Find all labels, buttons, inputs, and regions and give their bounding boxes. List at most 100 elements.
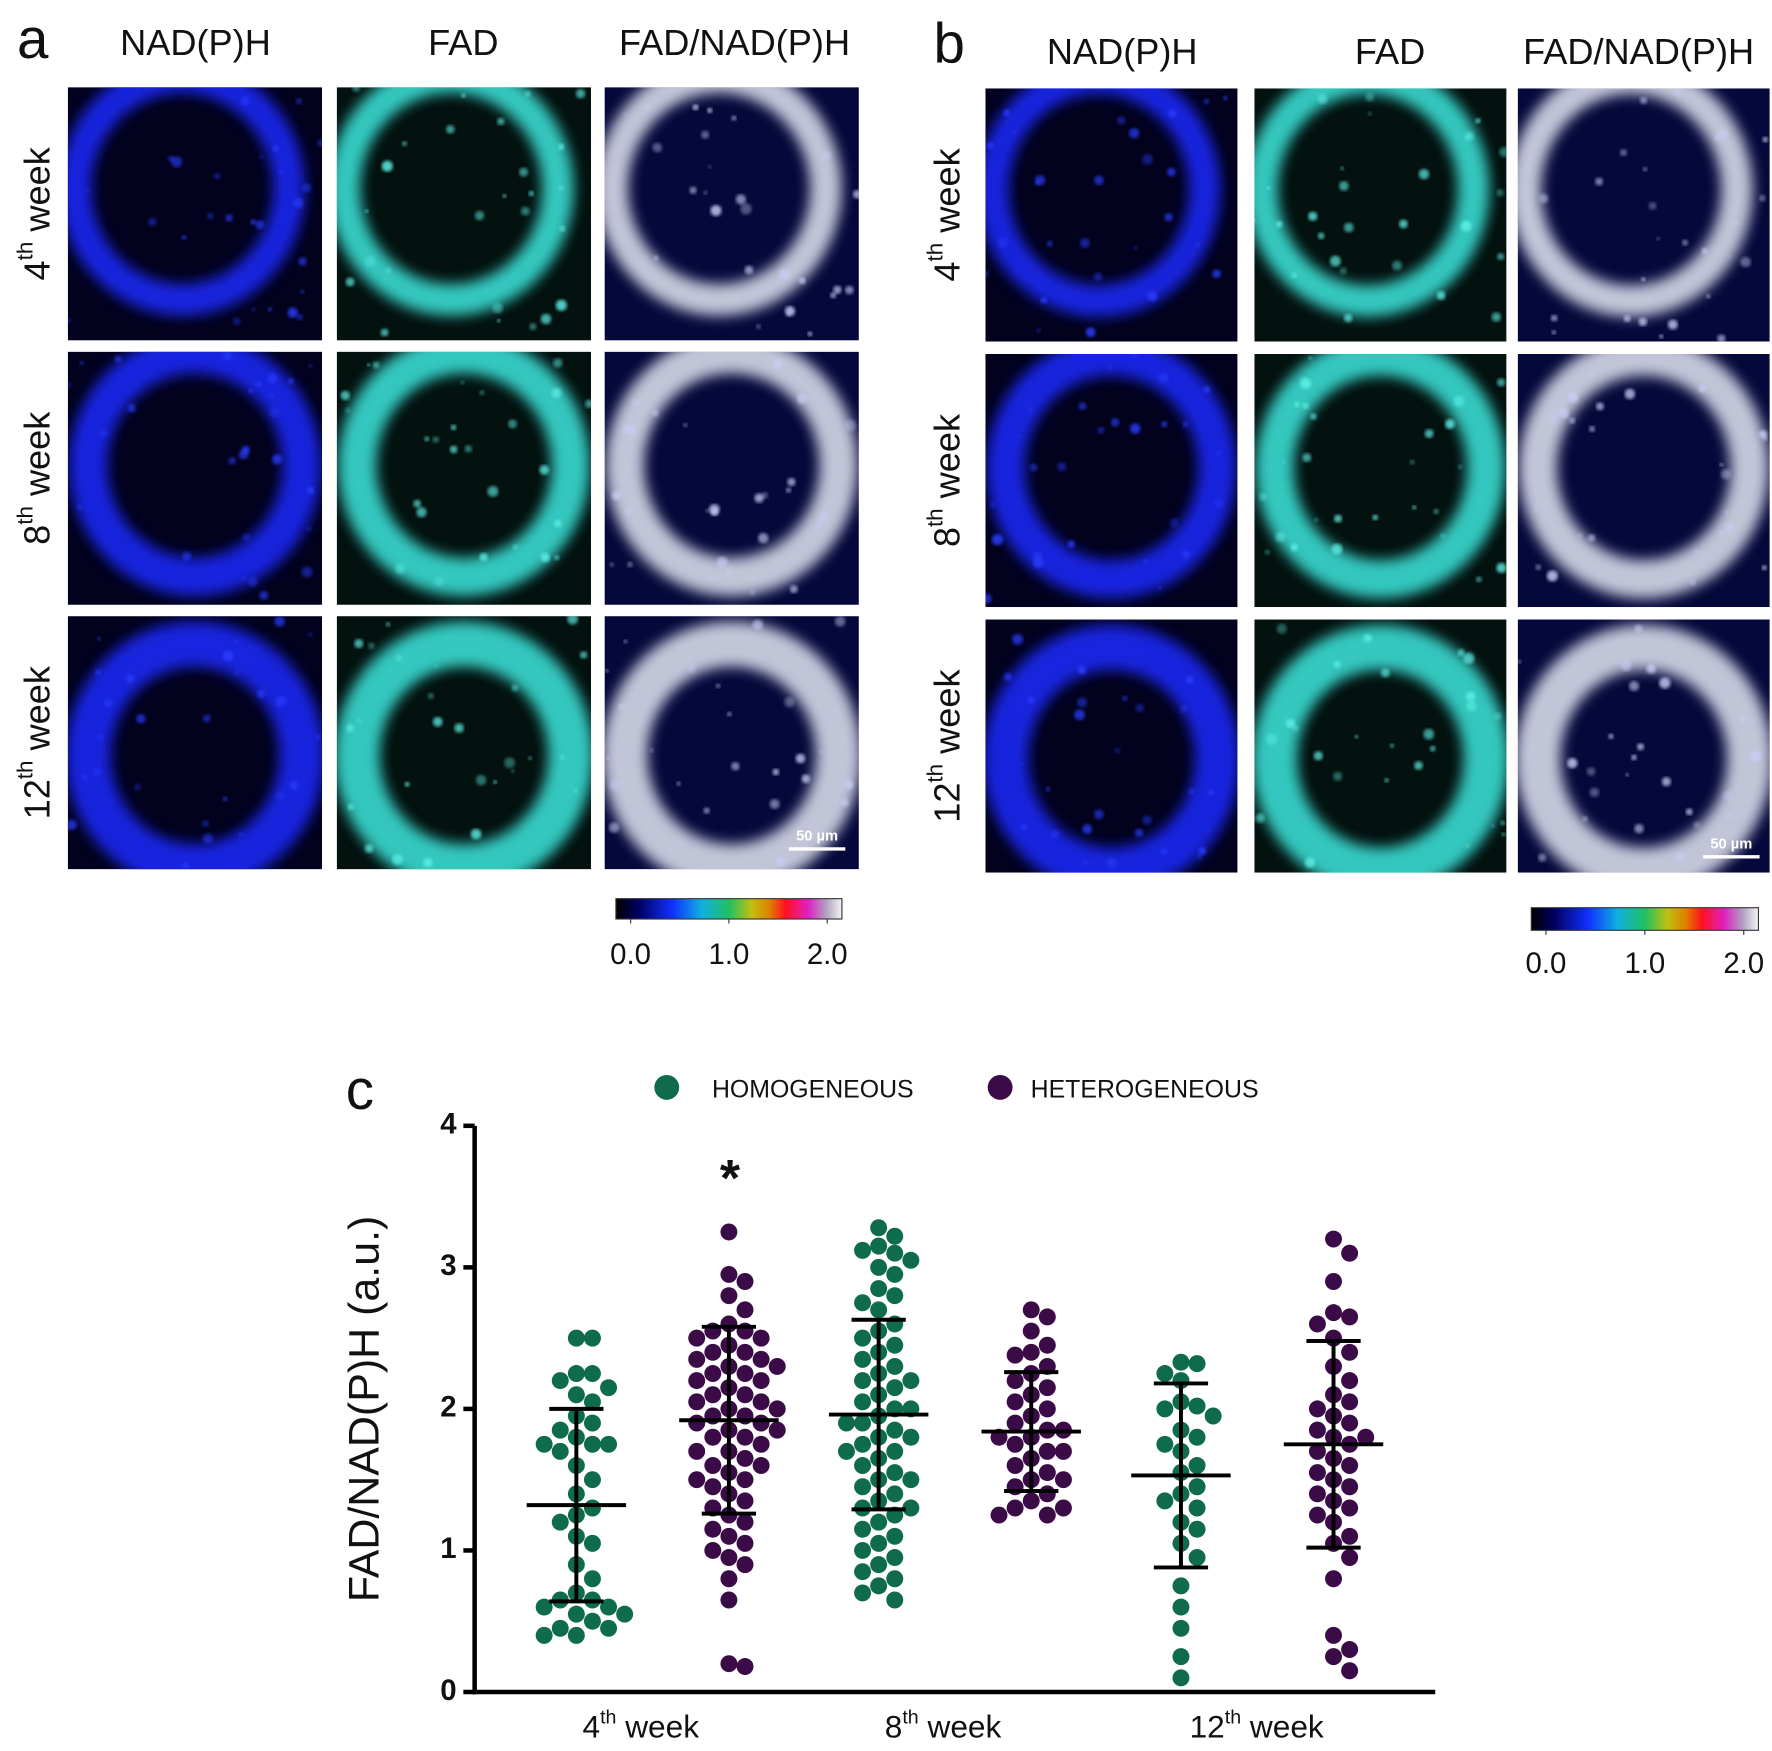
data-point bbox=[752, 1414, 770, 1432]
colorbar-tick-label: 0.0 bbox=[610, 938, 651, 971]
cell-spot bbox=[432, 436, 440, 443]
cell-spot bbox=[1491, 823, 1495, 828]
cell-spot bbox=[1648, 202, 1657, 210]
cell-spot bbox=[1542, 697, 1549, 704]
colorbar bbox=[615, 898, 843, 920]
cell-spot bbox=[1300, 377, 1312, 389]
cell-spot bbox=[1689, 579, 1696, 586]
cell-spot bbox=[624, 508, 632, 516]
data-point bbox=[886, 1570, 904, 1588]
cell-spot bbox=[1463, 652, 1475, 664]
data-point bbox=[886, 1227, 904, 1245]
cell-spot bbox=[1017, 434, 1021, 438]
cell-spot bbox=[985, 270, 989, 278]
data-point bbox=[886, 1265, 904, 1283]
data-point bbox=[583, 1534, 601, 1552]
cell-spot bbox=[202, 833, 213, 844]
cell-spot bbox=[401, 141, 407, 147]
cell-spot bbox=[434, 663, 438, 668]
cell-spot bbox=[1460, 220, 1472, 232]
cell-spot bbox=[1106, 858, 1118, 869]
micrograph bbox=[985, 88, 1238, 342]
data-point bbox=[1325, 1648, 1342, 1666]
cell-spot bbox=[267, 372, 278, 384]
cell-spot bbox=[985, 593, 992, 604]
micrograph bbox=[985, 353, 1238, 608]
data-point bbox=[752, 1329, 770, 1347]
data-point bbox=[886, 1357, 904, 1375]
y-tick-label: 4 bbox=[440, 1108, 457, 1141]
cell-spot bbox=[202, 819, 209, 827]
cell-spot bbox=[267, 307, 273, 312]
cell-spot bbox=[844, 419, 857, 431]
cell-spot bbox=[774, 665, 779, 669]
cell-spot bbox=[1464, 131, 1474, 142]
cell-spot bbox=[287, 307, 298, 318]
cell-spot bbox=[1082, 824, 1093, 834]
cell-spot bbox=[553, 358, 563, 368]
cell-spot bbox=[1122, 695, 1128, 701]
data-point bbox=[1006, 1393, 1024, 1411]
cell-spot bbox=[524, 90, 531, 97]
data-point bbox=[1172, 1577, 1190, 1595]
data-point bbox=[1006, 1457, 1024, 1475]
data-point bbox=[886, 1549, 904, 1567]
cell-spot bbox=[1412, 505, 1417, 510]
data-point bbox=[583, 1393, 601, 1411]
cell-spot bbox=[301, 566, 313, 578]
cell-spot bbox=[345, 407, 351, 413]
cell-spot bbox=[1254, 218, 1257, 223]
cell-spot bbox=[1424, 429, 1434, 439]
cell-spot bbox=[497, 117, 505, 126]
cell-spot bbox=[1129, 423, 1141, 434]
cell-spot bbox=[1399, 219, 1408, 229]
data-point bbox=[535, 1435, 553, 1453]
cell-spot bbox=[1212, 269, 1221, 278]
cell-spot bbox=[67, 317, 71, 324]
cell-spot bbox=[1548, 414, 1558, 423]
cell-spot bbox=[834, 616, 846, 627]
vessel-ring bbox=[605, 351, 858, 597]
cell-spot bbox=[241, 445, 251, 455]
cell-spot bbox=[385, 267, 392, 274]
cell-spot bbox=[289, 781, 299, 790]
data-point bbox=[854, 1241, 872, 1259]
vessel-ring bbox=[985, 624, 1238, 873]
data-point bbox=[1341, 1343, 1359, 1361]
cell-spot bbox=[785, 487, 792, 493]
cell-spot bbox=[1333, 660, 1341, 668]
cell-spot bbox=[623, 639, 628, 644]
cell-spot bbox=[1291, 272, 1298, 279]
data-point bbox=[854, 1435, 872, 1453]
cell-spot bbox=[206, 212, 214, 220]
cell-spot bbox=[1500, 820, 1505, 826]
cell-spot bbox=[1465, 700, 1477, 712]
micrograph bbox=[67, 616, 323, 870]
data-point bbox=[1357, 1428, 1375, 1446]
micrograph bbox=[1517, 353, 1770, 608]
cell-spot bbox=[259, 590, 269, 600]
cell-spot bbox=[479, 390, 485, 396]
data-point bbox=[583, 1612, 601, 1630]
cell-spot bbox=[1567, 757, 1578, 769]
cell-spot bbox=[1637, 743, 1645, 751]
cell-spot bbox=[1726, 812, 1733, 820]
cell-spot bbox=[1313, 751, 1323, 761]
micrograph bbox=[67, 87, 323, 341]
cell-spot bbox=[1057, 462, 1067, 472]
cell-spot bbox=[1740, 256, 1751, 268]
cell-spot bbox=[372, 361, 380, 369]
cell-spot bbox=[605, 668, 609, 673]
cell-spot bbox=[255, 220, 265, 230]
cell-spot bbox=[479, 553, 488, 562]
cell-spot bbox=[1160, 847, 1168, 856]
column-header: FAD/NAD(P)H bbox=[1523, 31, 1754, 72]
cell-spot bbox=[840, 798, 849, 807]
vessel-ring bbox=[1517, 624, 1770, 873]
cell-spot bbox=[585, 399, 592, 408]
cell-spot bbox=[622, 112, 628, 117]
data-point bbox=[854, 1520, 872, 1538]
micrograph bbox=[604, 87, 859, 341]
cell-spot bbox=[298, 257, 307, 266]
cell-spot bbox=[127, 404, 136, 413]
